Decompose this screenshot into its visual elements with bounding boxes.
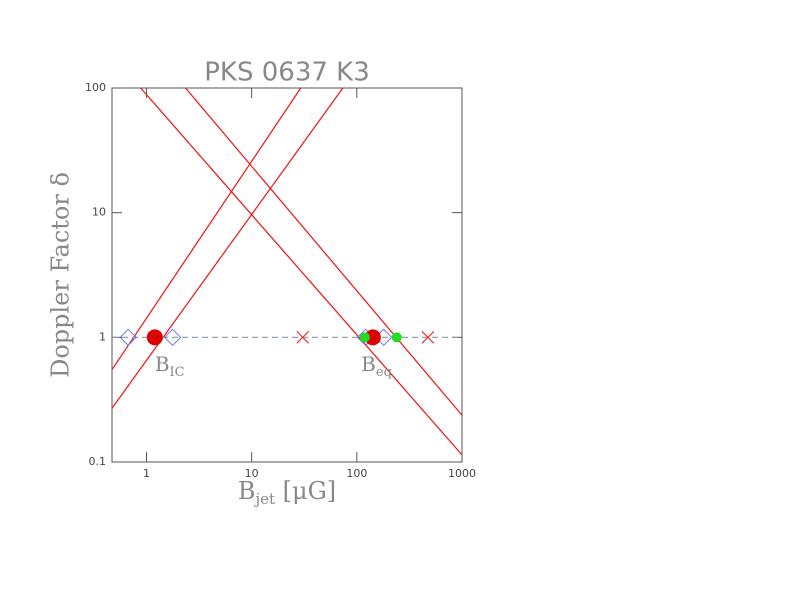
y-tick-label: 100 — [85, 81, 106, 94]
x-axis-label: Bjet [μG] — [238, 477, 336, 509]
annotation: Beq — [361, 351, 392, 379]
data-line — [185, 88, 462, 416]
chart-title: PKS 0637 K3 — [204, 58, 370, 88]
annotation: BIC — [155, 351, 185, 379]
circle-marker — [364, 329, 381, 346]
x-label-rest: [μG] — [275, 477, 336, 505]
data-line — [140, 88, 462, 456]
data-line — [112, 88, 302, 371]
x-tick-label: 10 — [245, 467, 259, 480]
x-tick-label: 1 — [143, 467, 150, 480]
y-tick-label: 1 — [99, 330, 106, 343]
diamond-marker — [163, 328, 182, 347]
circle-marker — [146, 329, 163, 346]
cross-marker — [421, 330, 435, 344]
dot-marker — [359, 332, 370, 343]
y-tick-label: 0.1 — [89, 455, 107, 468]
x-label-main: B — [238, 477, 256, 505]
data-line — [112, 88, 344, 409]
cross-marker — [296, 330, 310, 344]
annotation-main: B — [361, 351, 376, 375]
diamond-marker — [374, 328, 393, 347]
annotation-main: B — [155, 351, 170, 375]
x-tick-label: 1000 — [448, 467, 476, 480]
annotation-sub: eq — [376, 364, 392, 379]
dot-marker — [391, 332, 402, 343]
x-tick-label: 100 — [346, 467, 367, 480]
diamond-marker — [119, 328, 137, 347]
plot-frame — [111, 87, 463, 463]
annotation-sub: IC — [170, 364, 185, 379]
y-axis-label: Doppler Factor δ — [47, 172, 75, 378]
y-tick-label: 10 — [92, 206, 106, 219]
x-label-sub: jet — [253, 490, 275, 508]
